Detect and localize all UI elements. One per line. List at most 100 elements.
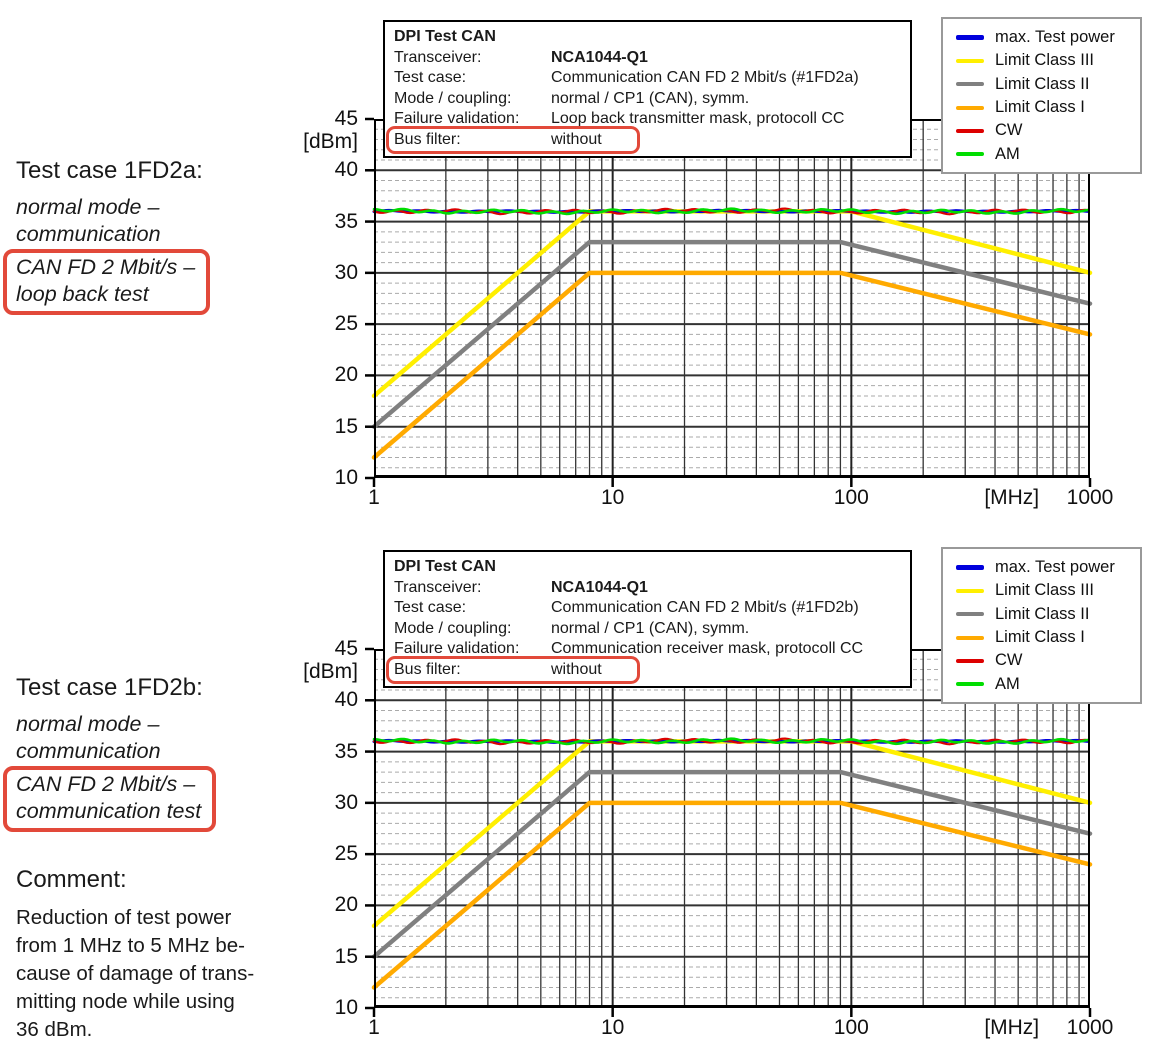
info-label: Bus filter: [394, 130, 461, 148]
plot-area [365, 117, 1093, 487]
annotation-title: Test case 1FD2a: [16, 157, 203, 184]
legend: max. Test power Limit Class III Limit Clas… [941, 547, 1142, 704]
annotation-line: loop back test [16, 282, 149, 306]
annotation-line: normal mode – [16, 195, 160, 219]
legend-item: Limit Class I [956, 96, 1140, 119]
y-tick-label: 20 [334, 893, 358, 917]
y-tick-label: 40 [334, 158, 358, 182]
plot-area [365, 647, 1093, 1017]
x-axis-unit-label: [MHz] [984, 1016, 1040, 1039]
info-row: Failure validation: Loop back transmitte… [394, 109, 902, 130]
x-tick-label: 10 [600, 486, 625, 509]
info-row: Transceiver: NCA1044-Q1 [394, 48, 902, 69]
legend-label: Limit Class II [995, 604, 1090, 623]
y-axis-unit-label: [dBm] [303, 130, 358, 153]
x-tick-label: 1000 [1066, 1016, 1114, 1039]
info-row: Mode / coupling: normal / CP1 (CAN), sym… [394, 619, 902, 640]
legend-item: Limit Class III [956, 579, 1140, 602]
legend-label: AM [995, 674, 1020, 693]
legend-item: max. Test power [956, 26, 1140, 49]
info-row-bus-filter: Bus filter: without [386, 125, 902, 154]
legend-line-sample [956, 58, 984, 63]
legend-line-sample [956, 588, 984, 593]
chart-1fd2b: 45 40 35 30 25 20 15 10 [dBm] 1 10 100 1000 [MHz] DP… [0, 530, 1169, 1057]
info-row: Test case: Communication CAN FD 2 Mbit/s… [394, 68, 902, 89]
legend-item: AM [956, 142, 1140, 165]
info-value: Communication receiver mask, protocoll C… [551, 640, 864, 657]
info-value: normal / CP1 (CAN), symm. [551, 89, 750, 107]
red-highlight-box: CAN FD 2 Mbit/s – communication test [3, 766, 217, 832]
y-tick-label: 25 [334, 842, 358, 866]
info-row: Transceiver: NCA1044-Q1 [394, 578, 902, 599]
info-label: Bus filter: [394, 660, 461, 678]
y-tick-label: 20 [334, 363, 358, 387]
legend-line-sample [956, 682, 984, 687]
legend: max. Test power Limit Class III Limit Clas… [941, 17, 1142, 174]
legend-label: max. Test power [995, 558, 1115, 577]
info-row: Failure validation: Communication receiv… [394, 639, 902, 660]
legend-label: CW [995, 651, 1023, 670]
info-label: Mode / coupling: [394, 619, 512, 637]
info-value: Loop back transmitter mask, protocoll CC [551, 110, 845, 127]
x-tick-label: 1 [368, 486, 380, 509]
info-value: Communication CAN FD 2 Mbit/s (#1FD2a) [551, 69, 859, 86]
annotation-line: communication test [16, 799, 202, 823]
legend-item: CW [956, 119, 1140, 142]
y-tick-label: 35 [334, 739, 358, 763]
y-tick-label: 15 [334, 414, 358, 438]
y-tick-label: 30 [334, 790, 358, 814]
info-label: Failure validation: [394, 640, 520, 657]
x-tick-label: 100 [833, 486, 869, 509]
legend-label: CW [995, 121, 1023, 140]
annotation-test-case-1fd2a: Test case 1FD2a: normal mode – communica… [3, 157, 211, 315]
x-tick-label: 1000 [1066, 486, 1114, 509]
info-label: Mode / coupling: [394, 89, 512, 107]
info-value: without [551, 130, 602, 148]
comment-line: mitting node while using [16, 990, 235, 1013]
legend-item: Limit Class II [956, 73, 1140, 96]
annotation-test-case-1fd2b: Test case 1FD2b: normal mode – communica… [3, 674, 217, 832]
info-row: Mode / coupling: normal / CP1 (CAN), sym… [394, 89, 902, 110]
legend-item: CW [956, 649, 1140, 672]
annotation-title: Test case 1FD2b: [16, 674, 203, 701]
legend-line-sample [956, 152, 984, 157]
info-value: NCA1044-Q1 [551, 578, 648, 596]
legend-label: max. Test power [995, 28, 1115, 47]
info-value: normal / CP1 (CAN), symm. [551, 619, 750, 637]
info-title: DPI Test CAN [394, 558, 496, 575]
legend-line-sample [956, 565, 984, 571]
red-highlight-box: CAN FD 2 Mbit/s – loop back test [3, 249, 211, 315]
comment-line: cause of damage of trans- [16, 962, 255, 985]
annotation-line: CAN FD 2 Mbit/s – [16, 772, 196, 796]
legend-line-sample [956, 128, 984, 133]
info-label: Failure validation: [394, 110, 520, 127]
legend-line-sample [956, 35, 984, 41]
annotation-line: normal mode – [16, 712, 160, 736]
legend-label: AM [995, 144, 1020, 163]
test-info-box: DPI Test CAN Transceiver: NCA1044-Q1 Tes… [383, 550, 912, 688]
legend-item: Limit Class I [956, 626, 1140, 649]
info-title: DPI Test CAN [394, 28, 496, 45]
comment-block: Comment: Reduction of test power from 1 … [16, 866, 254, 1044]
comment-line: 36 dBm. [16, 1018, 93, 1041]
legend-label: Limit Class I [995, 98, 1085, 117]
y-axis-unit-label: [dBm] [303, 660, 358, 683]
comment-line: from 1 MHz to 5 MHz be- [16, 934, 245, 957]
info-label: Transceiver: [394, 48, 482, 66]
info-value: Communication CAN FD 2 Mbit/s (#1FD2b) [551, 599, 859, 616]
x-axis-unit-label: [MHz] [984, 486, 1040, 509]
x-tick-label: 1 [368, 1016, 380, 1039]
annotation-line: communication [16, 222, 161, 246]
y-tick-label: 45 [334, 107, 358, 130]
chart-1fd2a: 45 40 35 30 25 20 15 10 [dBm] 1 10 100 1000 [MHz] DP… [0, 0, 1169, 527]
legend-line-sample [956, 635, 984, 640]
info-label: Test case: [394, 599, 467, 616]
annotation-line: communication [16, 739, 161, 763]
info-label: Test case: [394, 69, 467, 86]
legend-label: Limit Class III [995, 581, 1095, 600]
info-row: Test case: Communication CAN FD 2 Mbit/s… [394, 598, 902, 619]
legend-line-sample [956, 105, 984, 110]
legend-line-sample [956, 612, 984, 617]
y-tick-label: 25 [334, 312, 358, 336]
y-tick-label: 10 [334, 466, 358, 489]
